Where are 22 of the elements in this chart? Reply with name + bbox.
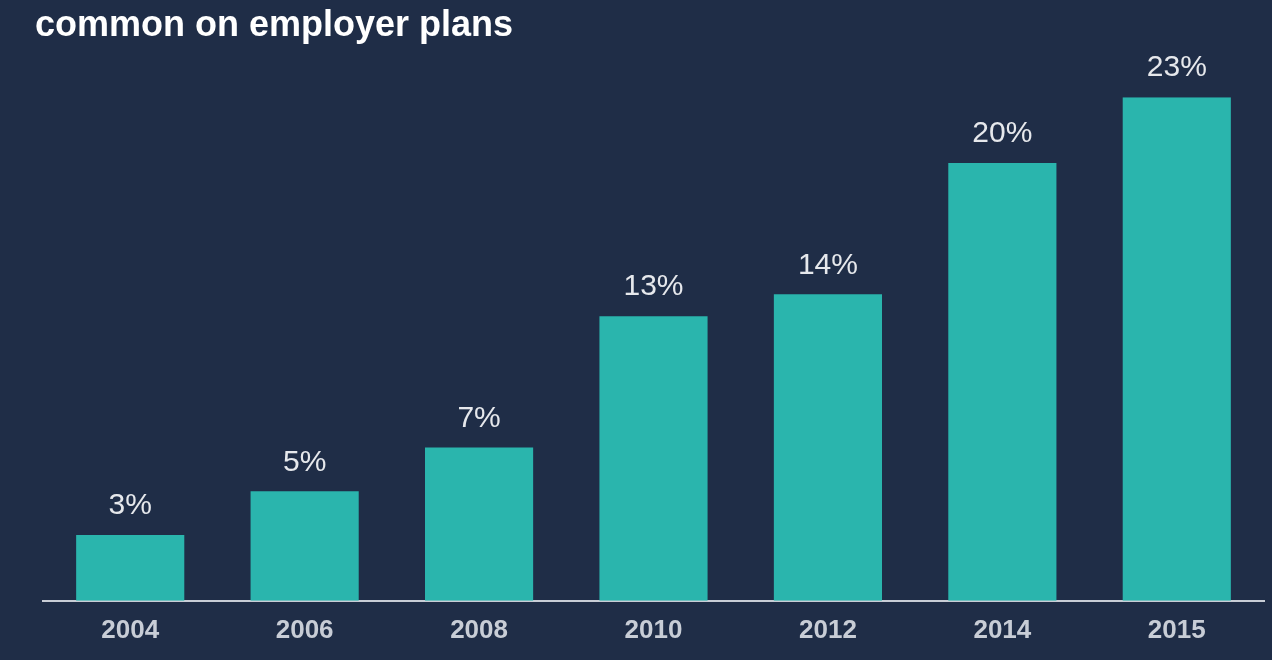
chart-title: common on employer plans [35, 2, 514, 44]
bar [1122, 97, 1231, 601]
bar [773, 294, 882, 601]
bar [76, 535, 185, 601]
data-label: 5% [282, 443, 327, 477]
x-tick-label: 2014 [973, 613, 1032, 644]
x-tick-label: 2015 [1147, 613, 1206, 644]
data-label: 7% [457, 399, 501, 433]
data-label: 14% [797, 246, 858, 280]
bar [250, 491, 359, 601]
data-label: 20% [972, 115, 1033, 149]
x-tick-label: 2012 [799, 613, 857, 644]
x-tick-label: 2008 [450, 613, 508, 644]
x-tick-label: 2010 [624, 613, 683, 644]
data-label: 23% [1146, 49, 1207, 83]
bar [948, 162, 1057, 601]
x-tick-label: 2004 [101, 613, 160, 644]
data-label: 3% [108, 487, 152, 521]
x-tick-label: 2006 [275, 613, 334, 644]
bar [599, 316, 708, 601]
data-label: 13% [623, 268, 684, 302]
bar [425, 447, 534, 601]
